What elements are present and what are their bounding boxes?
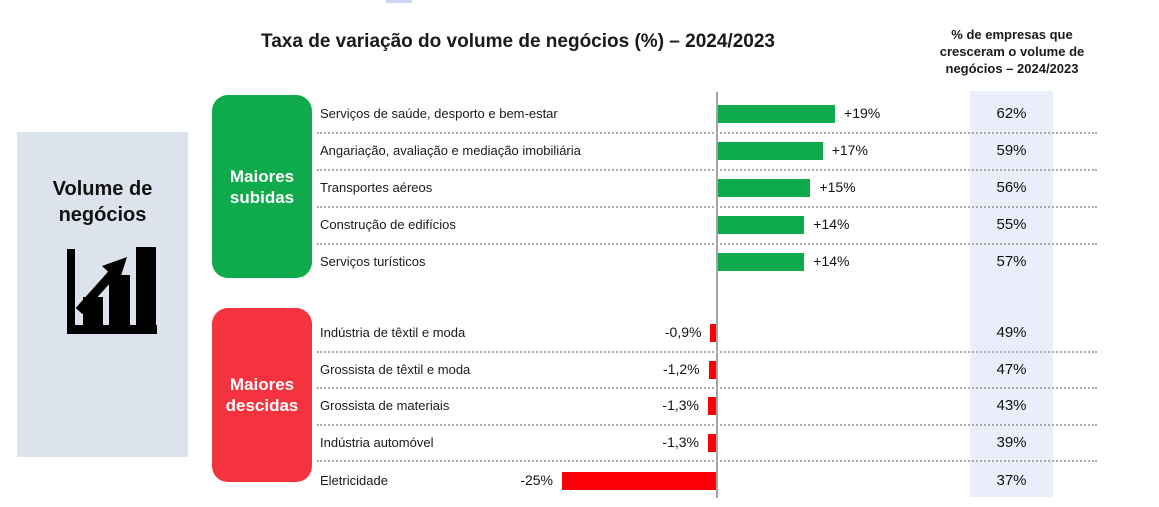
row-separator-dotted-line: [317, 460, 1097, 462]
row-separator-dotted-line: [317, 168, 1097, 171]
row-separator-dotted-line: [317, 242, 1097, 245]
bar-positive: [718, 142, 823, 160]
row-label: Grossista de têxtil e moda: [320, 361, 471, 377]
row-separator-dotted-line: [317, 350, 1097, 353]
row-label: Transportes aéreos: [320, 180, 433, 195]
companies-pct-value: 47%: [996, 360, 1027, 378]
companies-pct-value: 55%: [996, 216, 1027, 233]
bar-negative: [710, 324, 716, 342]
row-label: Grossista de materiais: [320, 398, 450, 413]
companies-pct-value: 37%: [996, 472, 1027, 489]
top-edge-decoration: [386, 0, 412, 3]
bar-positive: [718, 216, 805, 234]
row-separator-dotted-line: [317, 131, 1097, 134]
companies-column-band: [970, 91, 1053, 497]
companies-pct-value: 57%: [996, 253, 1027, 270]
bar-value-label: -1,3%: [662, 433, 699, 450]
panel-title: Volume de negócios: [52, 178, 153, 226]
chart-axis-line: [716, 92, 718, 498]
volume-negocios-panel: Volume de negócios: [17, 132, 188, 457]
bar-positive: [718, 179, 811, 197]
group-label-subidas: Maiores subidas: [229, 166, 295, 207]
group-label-descidas: Maiores descidas: [225, 375, 299, 415]
companies-pct-value: 59%: [996, 142, 1027, 159]
group-box-maiores-descidas: Maiores descidas: [212, 308, 312, 482]
row-separator-dotted-line: [317, 423, 1097, 426]
row-label: Construção de edifícios: [320, 217, 456, 232]
row-label: Serviços de saúde, desporto e bem-estar: [320, 106, 558, 121]
bar-negative: [708, 360, 716, 379]
group-box-maiores-subidas: Maiores subidas: [212, 95, 312, 278]
bar-value-label: +14%: [813, 253, 850, 269]
bar-value-label: -0,9%: [664, 324, 702, 340]
bar-value-label: +14%: [813, 216, 850, 232]
bar-value-label: -25%: [520, 472, 553, 488]
chart-title: Taxa de variação do volume de negócios (…: [261, 31, 775, 52]
row-label: Angariação, avaliação e mediação imobili…: [320, 143, 581, 158]
bar-chart-rising-arrow-icon: [67, 247, 157, 334]
row-label: Serviços turísticos: [320, 254, 426, 269]
companies-pct-value: 49%: [996, 324, 1027, 341]
bar-negative: [707, 433, 716, 452]
bar-value-label: +15%: [819, 179, 856, 195]
bar-positive: [718, 105, 836, 123]
companies-pct-value: 39%: [996, 433, 1027, 451]
row-label: Indústria de têxtil e moda: [320, 325, 466, 340]
companies-pct-value: 56%: [996, 179, 1027, 196]
companies-pct-value: 43%: [996, 397, 1027, 414]
bar-value-label: -1,3%: [662, 397, 699, 413]
bar-value-label: +19%: [844, 105, 881, 121]
row-label: Indústria automóvel: [320, 434, 434, 450]
companies-column-header: % de empresas que cresceram o volume de …: [939, 27, 1085, 76]
bar-negative: [562, 472, 716, 490]
bar-negative: [707, 397, 716, 415]
bar-value-label: +17%: [831, 142, 868, 158]
row-separator-dotted-line: [317, 205, 1097, 208]
bar-value-label: -1,2%: [663, 360, 700, 377]
row-separator-dotted-line: [317, 387, 1097, 389]
companies-pct-value: 62%: [996, 105, 1027, 122]
row-label: Eletricidade: [320, 473, 388, 488]
bar-positive: [718, 253, 805, 271]
